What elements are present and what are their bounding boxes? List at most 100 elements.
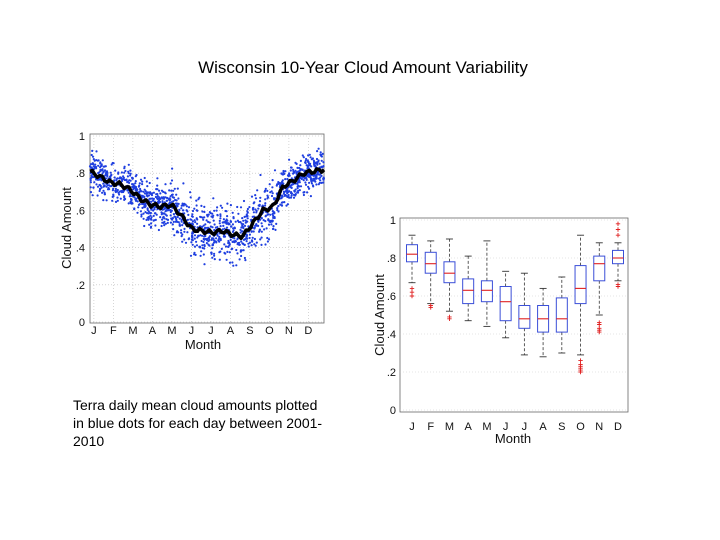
scatter-dot bbox=[301, 168, 304, 171]
scatter-dot bbox=[165, 214, 168, 217]
scatter-x-tick: J bbox=[91, 325, 97, 337]
scatter-dot bbox=[219, 217, 222, 220]
scatter-dot bbox=[299, 169, 302, 172]
box-y-tick: .8 bbox=[387, 253, 396, 265]
outlier-mark bbox=[409, 290, 415, 295]
scatter-dot bbox=[248, 241, 252, 244]
scatter-dot bbox=[267, 223, 271, 226]
scatter-dot bbox=[195, 204, 198, 207]
scatter-dot bbox=[283, 201, 286, 204]
scatter-dot bbox=[277, 210, 280, 213]
scatter-dot bbox=[170, 189, 173, 192]
scatter-dot bbox=[190, 241, 193, 244]
scatter-dot bbox=[299, 159, 302, 162]
scatter-dot bbox=[150, 216, 153, 219]
scatter-dot bbox=[215, 209, 218, 212]
scatter-dot bbox=[320, 181, 323, 184]
scatter-y-tick: .8 bbox=[76, 168, 85, 180]
scatter-dot bbox=[218, 222, 221, 225]
scatter-dot bbox=[245, 237, 248, 240]
box-y-tick: 1 bbox=[390, 215, 396, 227]
scatter-dot bbox=[243, 215, 246, 218]
scatter-dot bbox=[252, 230, 255, 233]
scatter-dot bbox=[236, 219, 239, 222]
scatter-dot bbox=[100, 186, 103, 189]
scatter-dot bbox=[202, 240, 205, 244]
scatter-dot bbox=[296, 191, 300, 194]
scatter-dot bbox=[317, 159, 320, 162]
scatter-dot bbox=[120, 171, 123, 174]
scatter-dot bbox=[191, 213, 194, 216]
scatter-dot bbox=[143, 224, 146, 228]
scatter-dot bbox=[267, 219, 270, 222]
scatter-dot bbox=[228, 223, 231, 226]
scatter-dot bbox=[141, 183, 144, 186]
scatter-dot bbox=[255, 209, 258, 212]
scatter-dot bbox=[157, 202, 160, 205]
scatter-dot bbox=[229, 238, 232, 241]
scatter-dot bbox=[128, 181, 131, 184]
scatter-dot bbox=[315, 161, 318, 164]
scatter-dot bbox=[302, 179, 305, 182]
scatter-dot bbox=[242, 199, 246, 203]
scatter-dot bbox=[260, 243, 263, 246]
box-x-tick: J bbox=[522, 421, 528, 433]
scatter-dot bbox=[296, 181, 300, 184]
scatter-dot bbox=[89, 191, 93, 194]
scatter-dot bbox=[134, 198, 137, 201]
scatter-dot bbox=[164, 183, 167, 186]
scatter-dot bbox=[252, 206, 255, 210]
scatter-dot bbox=[308, 153, 311, 156]
scatter-dot bbox=[148, 197, 151, 200]
scatter-dot bbox=[279, 203, 282, 206]
box-plot-area bbox=[399, 217, 629, 413]
scatter-dot bbox=[242, 223, 245, 226]
scatter-dot bbox=[255, 241, 258, 244]
iqr-box bbox=[462, 278, 475, 305]
scatter-dot bbox=[109, 174, 113, 177]
scatter-dot bbox=[164, 196, 167, 199]
scatter-dot bbox=[222, 218, 225, 221]
scatter-dot bbox=[237, 212, 240, 215]
scatter-dot bbox=[197, 234, 200, 238]
scatter-dot bbox=[261, 225, 264, 228]
box-m-2 bbox=[443, 238, 456, 321]
scatter-dot bbox=[133, 185, 136, 188]
scatter-dot bbox=[252, 202, 255, 205]
scatter-dot bbox=[203, 235, 206, 238]
scatter-dot bbox=[127, 191, 130, 194]
scatter-dot bbox=[282, 190, 285, 193]
scatter-dot bbox=[242, 226, 245, 229]
scatter-dot bbox=[307, 185, 310, 188]
scatter-dot bbox=[244, 259, 247, 262]
scatter-dot bbox=[175, 218, 178, 222]
scatter-dot bbox=[319, 151, 322, 154]
scatter-dot bbox=[251, 215, 254, 218]
scatter-dot bbox=[184, 203, 187, 206]
scatter-dot bbox=[114, 200, 118, 203]
scatter-dot bbox=[321, 152, 324, 155]
scatter-dot bbox=[308, 181, 311, 184]
scatter-dot bbox=[189, 218, 192, 221]
scatter-dot bbox=[176, 215, 179, 219]
scatter-dot bbox=[229, 220, 232, 223]
scatter-dot bbox=[317, 183, 320, 186]
scatter-dot bbox=[228, 244, 231, 247]
scatter-dot bbox=[295, 171, 298, 174]
scatter-dot bbox=[243, 243, 246, 246]
scatter-dot bbox=[294, 194, 297, 197]
scatter-y-tick: 0 bbox=[79, 317, 85, 329]
scatter-dot bbox=[264, 187, 267, 190]
scatter-dot bbox=[266, 213, 269, 216]
scatter-dot bbox=[258, 230, 261, 233]
scatter-dot bbox=[263, 190, 266, 193]
scatter-dot bbox=[228, 261, 232, 264]
scatter-dot bbox=[296, 187, 299, 190]
scatter-dot bbox=[282, 169, 285, 173]
scatter-dot bbox=[170, 193, 173, 197]
scatter-dot bbox=[269, 219, 272, 222]
scatter-dot bbox=[245, 240, 248, 243]
scatter-dot bbox=[208, 235, 211, 238]
scatter-dot bbox=[233, 226, 236, 229]
